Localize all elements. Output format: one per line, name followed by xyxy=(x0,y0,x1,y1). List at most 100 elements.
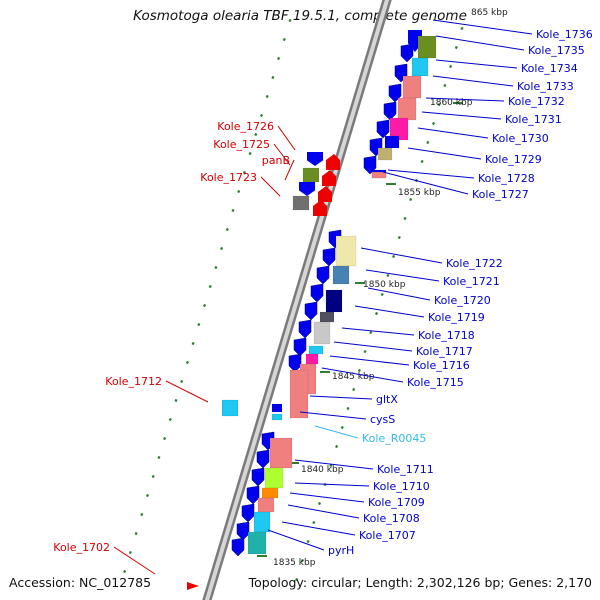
gene-label-kole-1716[interactable]: Kole_1716 xyxy=(413,359,470,372)
tick-mark xyxy=(449,64,453,69)
gene-kole-1725[interactable] xyxy=(302,167,320,183)
gene-label-gltx[interactable]: gltX xyxy=(376,393,398,406)
tick-mark xyxy=(335,444,339,449)
gene-label-pyrh[interactable]: pyrH xyxy=(328,544,354,557)
gene-label-kole-1719[interactable]: Kole_1719 xyxy=(428,311,485,324)
gene-label-kole-1727[interactable]: Kole_1727 xyxy=(472,188,529,201)
gene-label-kole-1726[interactable]: Kole_1726 xyxy=(217,120,274,133)
gene-label-kole-1725[interactable]: Kole_1725 xyxy=(213,138,270,151)
gene-label-kole-1732[interactable]: Kole_1732 xyxy=(508,95,565,108)
gene-kole-1735[interactable] xyxy=(417,35,437,59)
gene-kole-1732[interactable] xyxy=(397,97,417,121)
callout-line xyxy=(267,529,325,551)
reverse-arrow xyxy=(322,170,336,186)
callout-line xyxy=(367,287,431,301)
gene-label-kole-1729[interactable]: Kole_1729 xyxy=(485,153,542,166)
forward-arrow xyxy=(288,353,302,373)
gene-kole-1723[interactable] xyxy=(292,195,310,211)
tick-mark xyxy=(185,360,189,365)
gene-label-kole-1720[interactable]: Kole_1720 xyxy=(434,294,491,307)
gene-label-kole-1717[interactable]: Kole_1717 xyxy=(416,345,473,358)
gene-label-kole-1730[interactable]: Kole_1730 xyxy=(492,132,549,145)
callout-line xyxy=(113,546,156,575)
forward-strand-track xyxy=(231,30,437,557)
gene-label-kole-1722[interactable]: Kole_1722 xyxy=(446,257,503,270)
gene-label-kole-1709[interactable]: Kole_1709 xyxy=(368,496,425,509)
tick-mark xyxy=(282,37,286,42)
gene-label-kole-1708[interactable]: Kole_1708 xyxy=(363,512,420,525)
gene-kole-1721[interactable] xyxy=(332,265,350,285)
gene-kole-1733[interactable] xyxy=(402,75,422,99)
gene-cyss[interactable] xyxy=(271,403,283,413)
gene-kole-1726[interactable] xyxy=(307,152,323,166)
gene-label-kole-1702[interactable]: Kole_1702 xyxy=(53,541,110,554)
callout-line xyxy=(329,355,410,366)
gene-panb[interactable] xyxy=(299,182,315,196)
reverse-arrow xyxy=(318,186,332,202)
genome-summary: Topology: circular; Length: 2,302,126 bp… xyxy=(248,575,592,590)
gene-label-kole-1711[interactable]: Kole_1711 xyxy=(377,463,434,476)
tick-mark xyxy=(157,455,161,460)
callout-line xyxy=(435,35,525,51)
gene-kole-1729[interactable] xyxy=(377,147,393,161)
scale-label: 1850 kbp xyxy=(363,280,406,290)
gene-kole-1707[interactable] xyxy=(253,511,271,533)
tick-mark xyxy=(386,273,390,278)
kbp-tick-marks xyxy=(123,18,464,582)
gene-kole-1720[interactable] xyxy=(325,289,343,313)
tick-mark xyxy=(403,216,407,221)
gene-label-kole-1731[interactable]: Kole_1731 xyxy=(505,113,562,126)
callout-line xyxy=(299,411,367,420)
tick-mark xyxy=(180,379,184,384)
gene-label-panb[interactable]: panB xyxy=(262,154,290,167)
gene-label-kole-r0045[interactable]: Kole_R0045 xyxy=(362,432,426,445)
tick-mark xyxy=(225,227,229,232)
gene-kole-1709[interactable] xyxy=(261,487,279,499)
gene-kole-1719[interactable] xyxy=(319,311,335,323)
gene-label-kole-1715[interactable]: Kole_1715 xyxy=(407,376,464,389)
gene-label-kole-1712[interactable]: Kole_1712 xyxy=(105,375,162,388)
gene-label-kole-1721[interactable]: Kole_1721 xyxy=(443,275,500,288)
tick-mark xyxy=(409,197,413,202)
gene-kole-1727[interactable] xyxy=(371,171,387,179)
gene-label-kole-1710[interactable]: Kole_1710 xyxy=(373,480,430,493)
gene-label-kole-1735[interactable]: Kole_1735 xyxy=(528,44,585,57)
tick-mark xyxy=(392,254,396,259)
gene-kole-1734[interactable] xyxy=(411,57,429,77)
gene-label-kole-1733[interactable]: Kole_1733 xyxy=(517,80,574,93)
gene-label-kole-1718[interactable]: Kole_1718 xyxy=(418,329,475,342)
gene-label-kole-1728[interactable]: Kole_1728 xyxy=(478,172,535,185)
callout-line xyxy=(287,504,360,519)
forward-arrow xyxy=(256,449,270,469)
gene-kole-1711[interactable] xyxy=(269,437,293,469)
gene-kole-1710[interactable] xyxy=(264,467,284,489)
callout-line xyxy=(284,159,295,181)
gene-label-kole-1734[interactable]: Kole_1734 xyxy=(521,62,578,75)
gene-label-cyss[interactable]: cysS xyxy=(370,413,395,426)
gene-kole-1722[interactable] xyxy=(335,235,357,267)
gene-kole-1708[interactable] xyxy=(257,497,275,513)
tick-mark xyxy=(134,531,138,536)
gene-kole-1702[interactable] xyxy=(187,582,199,590)
callout-line xyxy=(432,19,533,35)
tick-mark xyxy=(357,368,361,373)
gene-label-kole-1707[interactable]: Kole_1707 xyxy=(359,529,416,542)
callout-line xyxy=(321,367,404,383)
gene-pyrh[interactable] xyxy=(247,531,267,555)
tick-mark xyxy=(443,83,447,88)
gene-label-kole-1723[interactable]: Kole_1723 xyxy=(200,171,257,184)
tick-mark xyxy=(197,322,201,327)
tick-mark xyxy=(202,303,207,308)
forward-arrow xyxy=(304,301,318,321)
gene-kole-1718[interactable] xyxy=(313,321,331,345)
gene-kole-1712[interactable] xyxy=(221,399,239,417)
gene-kole-1717[interactable] xyxy=(308,345,324,355)
tick-mark xyxy=(271,75,275,80)
gene-gltx[interactable] xyxy=(289,369,309,419)
scale-label: 1855 kbp xyxy=(398,188,441,198)
gene-kole-1730[interactable] xyxy=(384,135,400,149)
gene-kole-r0045[interactable] xyxy=(271,413,283,421)
gene-kole-1716[interactable] xyxy=(305,353,319,365)
gene-label-kole-1736[interactable]: Kole_1736 xyxy=(536,28,593,41)
